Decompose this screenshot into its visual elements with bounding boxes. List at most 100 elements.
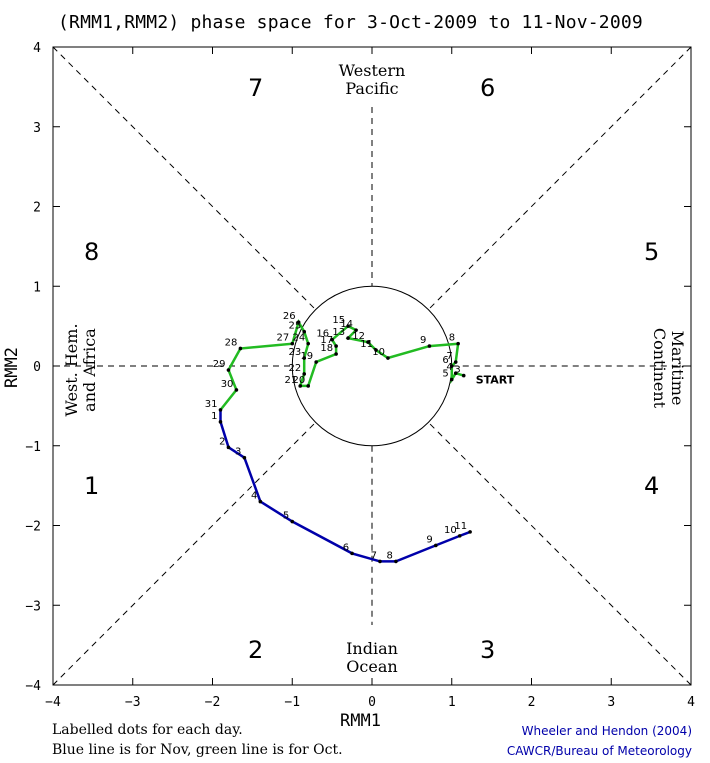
day-point <box>468 530 472 534</box>
day-label: 12 <box>352 331 365 342</box>
day-label: 7 <box>446 351 452 362</box>
day-label: 18 <box>320 343 333 354</box>
day-point <box>334 344 338 348</box>
day-point <box>314 360 318 364</box>
day-label: 17 <box>320 335 333 346</box>
day-label: 10 <box>372 347 385 358</box>
day-point <box>453 360 458 364</box>
day-point <box>238 346 243 351</box>
day-label: 4 <box>251 491 257 502</box>
day-label: 8 <box>449 333 455 344</box>
day-label: 31 <box>205 399 218 410</box>
day-point <box>242 455 247 460</box>
x-axis-label: RMM1 <box>340 711 381 731</box>
x-tick-label: −4 <box>45 695 61 710</box>
day-point <box>386 356 390 360</box>
phase-number-5: 5 <box>644 238 660 266</box>
day-point <box>394 559 398 564</box>
phase-number-8: 8 <box>84 238 100 266</box>
day-label: 9 <box>426 534 432 545</box>
phase-number-2: 2 <box>248 636 264 664</box>
start-label: START <box>476 374 515 387</box>
day-point <box>449 364 454 368</box>
day-label: 4 <box>446 362 452 373</box>
day-label: 2 <box>219 436 225 447</box>
day-label: 11 <box>454 521 467 532</box>
day-point <box>457 534 462 538</box>
y-tick-label: −1 <box>25 440 41 455</box>
day-point <box>218 408 223 412</box>
x-tick-label: 1 <box>448 695 456 710</box>
day-point <box>302 329 307 334</box>
diagonal-guide <box>52 422 316 686</box>
day-point <box>226 368 231 372</box>
day-label: 11 <box>360 339 373 350</box>
day-label: 6 <box>343 542 349 553</box>
day-label: 27 <box>277 333 290 344</box>
day-point <box>456 341 460 346</box>
day-point <box>306 341 311 346</box>
day-point <box>334 352 338 356</box>
day-point <box>226 445 231 450</box>
day-point <box>350 551 354 556</box>
day-point <box>290 341 295 346</box>
day-point <box>366 340 370 344</box>
day-label: 13 <box>332 327 345 338</box>
day-label: 8 <box>387 550 393 561</box>
footer-credit-1: Wheeler and Hendon (2004) <box>521 724 692 738</box>
x-tick-label: 2 <box>528 695 536 710</box>
day-point <box>302 356 307 360</box>
day-label: 16 <box>316 329 329 340</box>
region-label-left: West. Hem. and Africa <box>62 323 99 417</box>
phase-number-1: 1 <box>84 472 100 500</box>
y-tick-label: −4 <box>25 679 41 694</box>
region-label-bottom: Indian Ocean <box>346 639 398 676</box>
chart-title: (RMM1,RMM2) phase space for 3-Oct-2009 t… <box>58 12 643 33</box>
day-point <box>453 371 458 375</box>
day-label: 3 <box>454 365 460 376</box>
day-label: 25 <box>288 321 301 332</box>
day-label: 24 <box>292 333 305 344</box>
y-tick-label: 0 <box>33 360 41 375</box>
day-label: 14 <box>340 319 353 330</box>
day-label: 10 <box>444 525 457 536</box>
day-label: 15 <box>332 315 345 326</box>
day-point <box>434 543 438 548</box>
phase-number-4: 4 <box>644 472 660 500</box>
series-line-nov <box>219 409 471 563</box>
day-label: 30 <box>221 379 234 390</box>
day-point <box>218 420 223 424</box>
day-point <box>298 384 303 388</box>
y-tick-label: 4 <box>33 41 41 56</box>
phase-number-6: 6 <box>480 74 496 102</box>
day-point <box>296 320 301 324</box>
day-label: 22 <box>288 363 301 374</box>
day-point <box>290 519 295 524</box>
diagonal-guide <box>428 46 692 310</box>
region-label-right: Maritime Continent <box>650 327 687 409</box>
footer-credit-2: CAWCR/Bureau of Meteorology <box>506 744 692 758</box>
phase-number-7: 7 <box>248 74 264 102</box>
day-point <box>354 328 358 332</box>
day-label: 6 <box>442 355 448 366</box>
diagonal-guide <box>428 422 692 686</box>
day-point <box>346 324 350 328</box>
x-tick-label: 4 <box>687 695 695 710</box>
day-point <box>330 337 334 342</box>
day-label: 3 <box>235 447 241 458</box>
day-point <box>306 384 311 388</box>
day-label: 5 <box>442 369 448 380</box>
y-tick-label: −2 <box>25 520 41 535</box>
day-label: 19 <box>300 351 313 362</box>
phase-number-3: 3 <box>480 636 496 664</box>
x-tick-label: −1 <box>284 695 300 710</box>
day-label: 20 <box>292 375 305 386</box>
footer-note-2: Blue line is for Nov, green line is for … <box>52 742 343 758</box>
region-label-top: Western Pacific <box>338 61 406 98</box>
day-label: 28 <box>225 337 238 348</box>
y-tick-label: 2 <box>33 201 41 216</box>
day-point <box>374 348 378 352</box>
y-tick-label: −3 <box>25 599 41 614</box>
diagonal-guide <box>52 46 316 310</box>
day-point <box>258 499 263 504</box>
